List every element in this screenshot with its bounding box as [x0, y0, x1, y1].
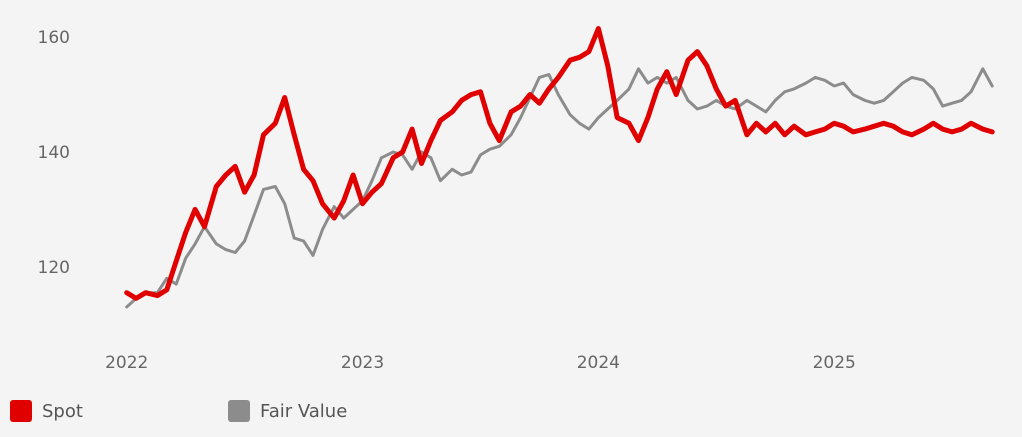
- legend-item-fair-value[interactable]: Fair Value: [228, 400, 347, 422]
- x-tick-label-2022: 2022: [105, 353, 148, 373]
- chart-plot-area: 120 140 160 2022 2023 2024 2025: [38, 26, 995, 373]
- legend-label-fair-value: Fair Value: [260, 400, 348, 422]
- series-line-fair-value[interactable]: [125, 67, 994, 309]
- y-tick-label-140: 140: [38, 143, 70, 163]
- x-tick-label-2025: 2025: [813, 353, 856, 373]
- legend: Spot Fair Value: [0, 396, 1022, 430]
- legend-label-spot: Spot: [42, 400, 83, 422]
- y-tick-label-160: 160: [38, 28, 70, 48]
- series-line-spot[interactable]: [124, 26, 995, 301]
- x-tick-label-2023: 2023: [341, 353, 384, 373]
- legend-swatch-fair-value: [228, 400, 250, 422]
- legend-swatch-spot: [10, 400, 32, 422]
- x-tick-label-2024: 2024: [577, 353, 620, 373]
- legend-item-spot[interactable]: Spot: [10, 400, 83, 422]
- y-tick-label-120: 120: [38, 258, 70, 278]
